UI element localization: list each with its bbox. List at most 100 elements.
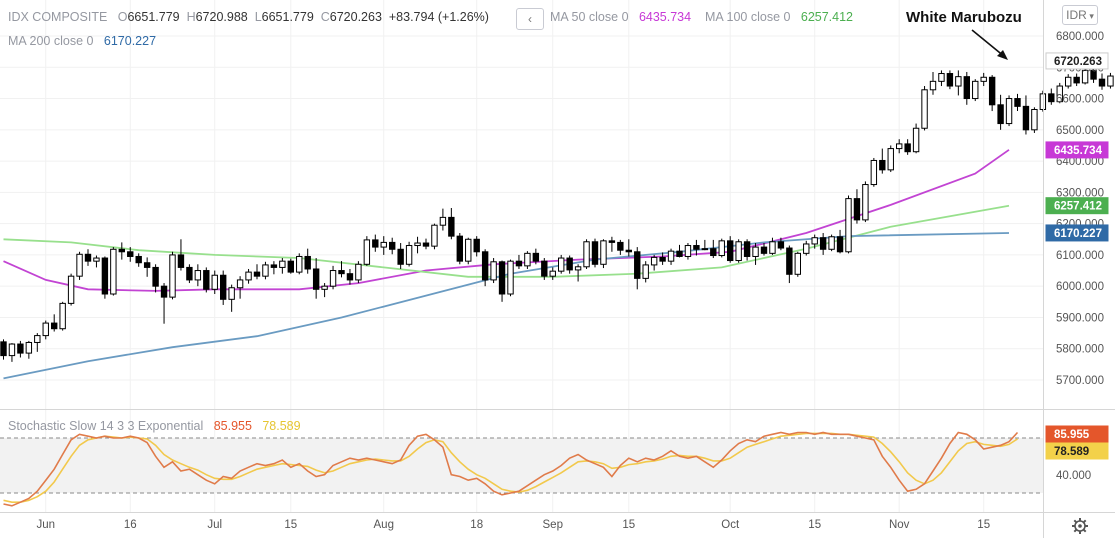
candle-up <box>194 270 202 281</box>
candle-up <box>828 236 835 250</box>
candle-up <box>972 80 979 100</box>
last-price-tag <box>1045 52 1109 70</box>
candle-up <box>1031 108 1038 131</box>
stochastic-band <box>0 438 1043 493</box>
ma50-price-tag-text: 6435.734 <box>1054 145 1103 157</box>
ma50-label: MA 50 close 0 <box>550 10 629 24</box>
candle-up <box>524 252 531 267</box>
candle-up <box>980 76 987 82</box>
candle-down <box>963 76 970 100</box>
candle-down <box>473 238 480 253</box>
candle-down <box>836 236 844 253</box>
stochastic-d-value: 78.589 <box>262 419 301 433</box>
candle-down <box>997 104 1004 125</box>
candle-down <box>338 270 345 275</box>
candle-down <box>1073 76 1080 84</box>
candle-up <box>169 254 176 298</box>
candle-up <box>431 224 438 247</box>
time-tick-label: Oct <box>721 519 740 531</box>
candle-up <box>887 148 894 171</box>
collapse-legend-button[interactable]: ‹ <box>516 8 544 30</box>
candle-up <box>870 159 878 186</box>
candle-up <box>845 198 852 253</box>
currency-button[interactable]: IDR ▾ <box>1062 5 1098 25</box>
price-axis[interactable]: 5700.000 5800.000 5900.000 6000.000 6100.000… <box>1056 31 1104 387</box>
candle-up <box>718 240 725 257</box>
candle-up <box>228 287 235 300</box>
candle-down <box>634 251 641 279</box>
stochastic-k-line <box>3 431 1019 507</box>
time-tick-label: 15 <box>808 519 821 531</box>
time-tick-label: 18 <box>470 519 483 531</box>
candle-up <box>211 274 218 290</box>
candle-up <box>955 76 962 87</box>
time-tick-label: 15 <box>284 519 297 531</box>
time-axis[interactable]: Jun 16 Jul 15 Aug 18 Sep 15 Oct 15 Nov 15 <box>36 519 990 531</box>
annotation-arrow-head <box>997 50 1008 60</box>
candle-down <box>101 257 109 295</box>
time-tick-label: 16 <box>124 519 137 531</box>
candle-down <box>1098 78 1106 87</box>
candle-down <box>0 341 7 357</box>
price-tick-label: 6100.000 <box>1056 250 1104 262</box>
ma-legend-row1: MA 50 close 0 6435.734 MA 100 close 0 62… <box>550 10 853 24</box>
candle-down <box>1022 105 1030 131</box>
candle-down <box>177 254 185 268</box>
candle-up <box>896 143 903 150</box>
grid-lines <box>0 0 1043 512</box>
price-tick-label: 6000.000 <box>1056 281 1104 293</box>
symbol-name: IDX COMPOSITE <box>8 10 108 24</box>
time-tick-label: 15 <box>977 519 990 531</box>
candle-up <box>262 264 269 277</box>
candle-up <box>862 184 869 221</box>
close-value: 6720.263 <box>329 10 382 24</box>
candle-up <box>921 89 928 129</box>
candle-down <box>448 216 455 237</box>
candle-up <box>574 266 582 271</box>
candle-down <box>659 256 666 262</box>
candle-down <box>51 322 58 330</box>
candle-up <box>93 257 100 262</box>
candle-down <box>777 241 785 249</box>
time-tick-label: Nov <box>889 519 910 531</box>
candlesticks <box>0 63 1114 362</box>
candle-up <box>236 279 244 289</box>
moving-averages <box>3 149 1010 380</box>
settings-gear[interactable] <box>1072 518 1088 534</box>
candle-down <box>372 239 379 248</box>
candle-down <box>456 235 464 262</box>
candle-down <box>1048 93 1055 103</box>
candle-down <box>1090 69 1097 80</box>
price-tick-label: 6300.000 <box>1056 187 1104 199</box>
candle-up <box>938 73 945 82</box>
candle-up <box>650 256 658 266</box>
ma-legend-row2: MA 200 close 0 6170.227 <box>8 34 156 48</box>
candle-up <box>25 341 33 354</box>
candle-up <box>490 261 497 281</box>
candle-up <box>1039 93 1047 110</box>
candle-down <box>760 246 768 254</box>
candle-down <box>710 248 717 257</box>
low-value: 6651.779 <box>261 10 314 24</box>
time-tick-label: Jun <box>36 519 55 531</box>
candle-up <box>76 253 83 277</box>
candle-down <box>312 268 320 290</box>
stochastic-d-tag <box>1045 442 1109 460</box>
candle-up <box>701 248 709 251</box>
gear-icon[interactable] <box>1074 520 1086 532</box>
candle-up <box>549 270 556 277</box>
candle-down <box>220 274 227 300</box>
change-value: +83.794 (+1.26%) <box>388 10 489 24</box>
candle-up <box>794 252 801 275</box>
candle-down <box>481 251 489 281</box>
ma100-price-tag <box>1045 197 1109 215</box>
stochastic-axis: 40.000 <box>1056 470 1091 482</box>
candle-down <box>397 248 404 265</box>
candle-down <box>727 240 734 262</box>
candle-up <box>67 275 75 304</box>
candle-down <box>143 262 151 268</box>
candle-up <box>1056 85 1063 103</box>
price-tick-label: 5900.000 <box>1056 312 1104 324</box>
candle-down <box>946 73 954 87</box>
